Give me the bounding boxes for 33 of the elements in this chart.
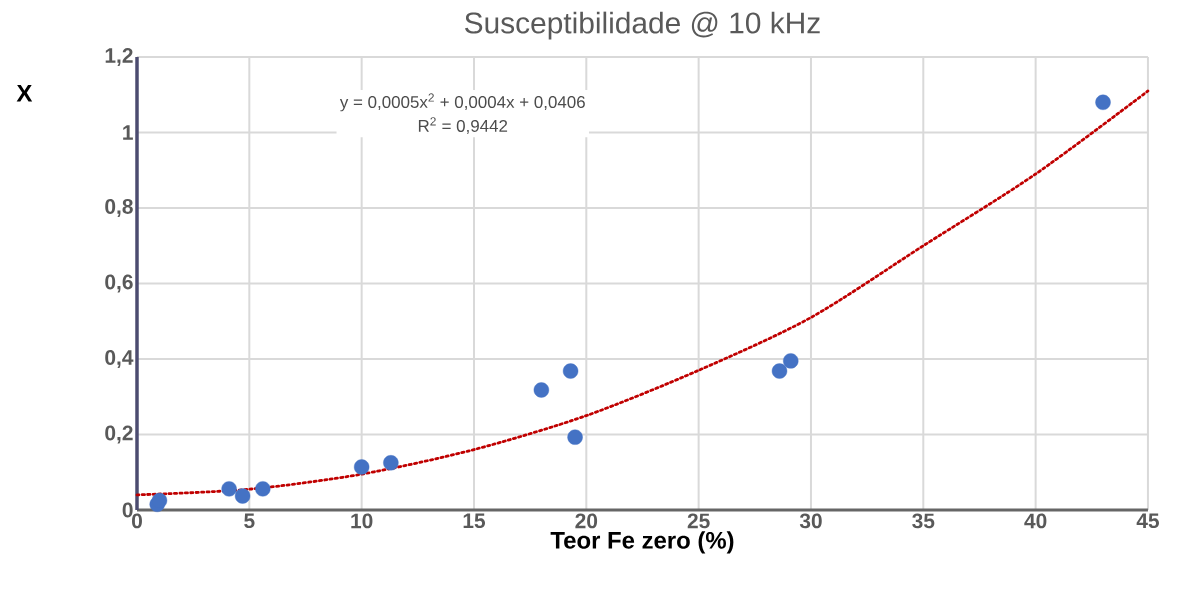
x-tick-label: 30	[799, 513, 822, 529]
x-tick-label: 20	[575, 513, 598, 529]
point	[567, 429, 583, 445]
x-tick-label: 25	[687, 513, 710, 529]
point	[771, 363, 788, 379]
point	[383, 455, 399, 471]
y-tick-label: 0,8	[105, 199, 133, 217]
x-tick-label: 35	[912, 513, 935, 529]
chart-title: Susceptibilidade @ 10 kHz	[465, 11, 820, 40]
x-tick-label: 45	[1136, 513, 1159, 529]
point	[783, 353, 799, 369]
point	[255, 481, 271, 497]
y-tick-label: 1,2	[105, 48, 133, 66]
x-tick-label: 15	[463, 513, 486, 529]
annotation: y = 0,0005x$^{2}$ + 0,0004x + 0,0406	[339, 93, 585, 112]
y-tick-label: 0	[122, 502, 133, 518]
point	[221, 481, 237, 497]
point	[562, 363, 579, 379]
x-tick-label: 5	[244, 513, 255, 529]
y-tick-label: 0,4	[105, 350, 134, 368]
x-tick-label: 40	[1024, 513, 1047, 529]
x-axis-title: Teor Fe zero (%)	[550, 531, 734, 554]
point	[533, 382, 550, 398]
point	[353, 459, 370, 475]
x-tick-label: 10	[351, 513, 373, 529]
y-tick-label: 0,6	[105, 274, 133, 293]
point	[234, 488, 251, 504]
y-tick-label: 1	[123, 125, 133, 140]
y-axis-title: X	[16, 85, 33, 102]
y-tick-label: 0,2	[105, 425, 133, 444]
annotation: R$^{2}$ = 0,9442	[418, 117, 508, 134]
point	[151, 492, 168, 509]
point	[1095, 94, 1111, 110]
